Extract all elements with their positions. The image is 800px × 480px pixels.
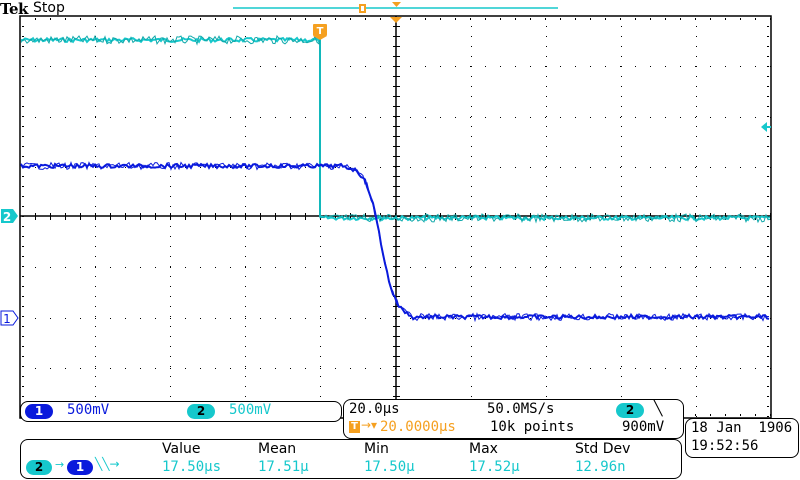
ch1-waveform — [20, 160, 770, 323]
meas-std-dev: 12.96n — [575, 459, 626, 475]
header-std-dev: Std Dev — [575, 441, 631, 457]
ch2-scale[interactable]: 500mV — [229, 402, 272, 418]
header-max: Max — [469, 441, 498, 457]
time: 19:52:56 — [691, 438, 759, 454]
meas-mean: 17.51µ — [258, 459, 309, 475]
meas-from-channel-badge: 2 — [26, 460, 52, 475]
ch2-badge[interactable]: 2 — [187, 404, 215, 419]
record-expansion-point-icon — [392, 2, 401, 7]
meas-value: 17.50µs — [162, 459, 222, 475]
timebase-trigger-panel: 20.0µs 50.0MS/s 2 ╲ T →▾ 20.0000µs 10k p… — [343, 399, 684, 439]
ch2-waveform — [20, 34, 771, 224]
trigger-delay[interactable]: 20.0000µs — [380, 419, 456, 435]
ch1-badge[interactable]: 1 — [25, 404, 53, 419]
meas-to-channel-badge: 1 — [67, 460, 93, 475]
meas-max: 17.52µ — [469, 459, 520, 475]
delay-arrow-icon: →▾ — [361, 418, 378, 432]
header-value: Value — [162, 441, 201, 457]
header-mean: Mean — [258, 441, 297, 457]
ch2-ground-marker[interactable]: 2 — [1, 209, 18, 224]
trigger-point-marker: T — [313, 24, 327, 40]
header-min: Min — [364, 441, 389, 457]
arrow-icon: → — [55, 458, 65, 471]
channel-scale-panel: 1 500mV 2 500mV — [20, 401, 342, 422]
ch1-scale[interactable]: 500mV — [67, 402, 110, 418]
trigger-source-badge[interactable]: 2 — [616, 403, 644, 418]
trigger-level-arrow-icon[interactable] — [761, 122, 767, 132]
expansion-point-icon — [390, 17, 402, 23]
ch1-ground-marker[interactable]: 1 — [0, 310, 19, 326]
svg-text:T: T — [317, 26, 324, 37]
meas-min: 17.50µ — [364, 459, 415, 475]
time-per-div[interactable]: 20.0µs — [349, 401, 400, 417]
acquisition-state: Stop — [33, 0, 65, 16]
svg-text:2: 2 — [3, 210, 11, 224]
trigger-position-icon: T — [349, 421, 360, 433]
record-length: 10k points — [490, 419, 575, 435]
svg-text:1: 1 — [3, 312, 11, 326]
trigger-level[interactable]: 900mV — [622, 419, 665, 435]
sample-rate: 50.0MS/s — [487, 401, 555, 417]
date: 18 Jan 1906 — [691, 420, 793, 436]
falling-edge-icon: ╲ — [654, 401, 663, 417]
datetime-panel: 18 Jan 1906 19:52:56 — [685, 418, 799, 458]
brand-logo: Tek — [0, 0, 28, 18]
measurement-panel: 2 → 1 ╲╲→ Value Mean Min Max Std Dev 17.… — [20, 439, 682, 479]
delay-falling-falling-icon: ╲╲→ — [95, 457, 120, 471]
